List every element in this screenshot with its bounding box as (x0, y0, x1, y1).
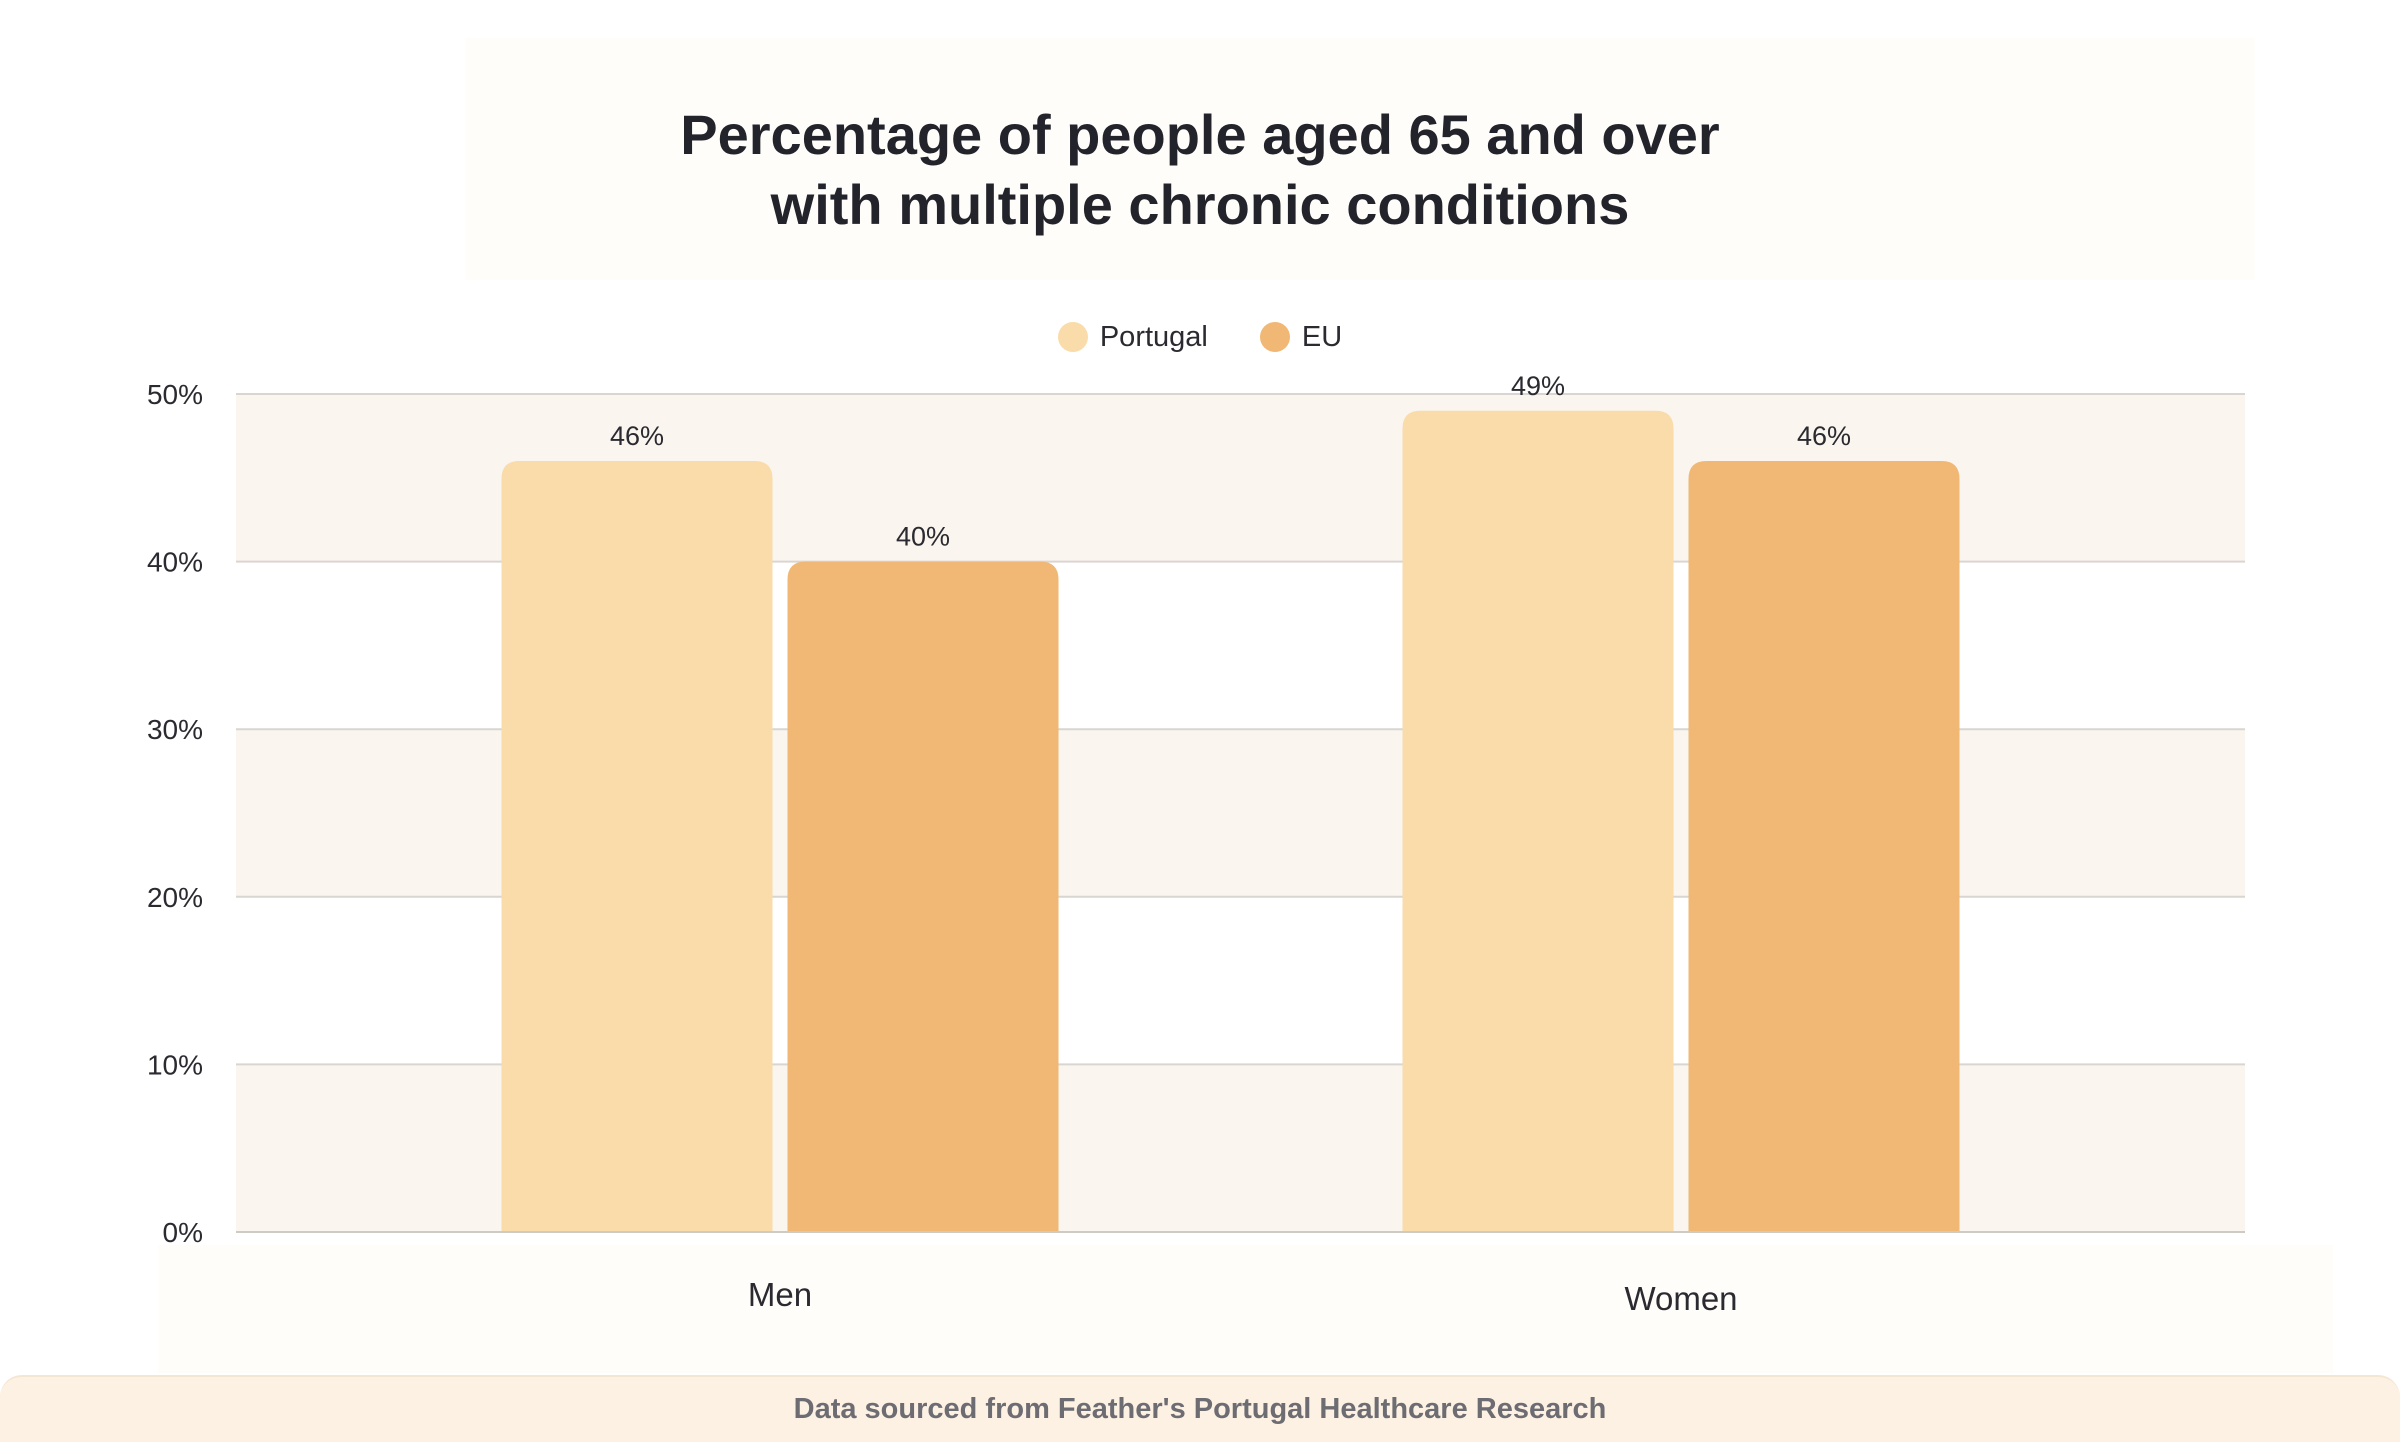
y-tick-label: 30% (147, 714, 203, 745)
title-panel (465, 38, 2255, 280)
bar-eu-men (787, 561, 1059, 1232)
source-text: Data sourced from Feather's Portugal Hea… (793, 1393, 1607, 1425)
y-tick-label: 50% (147, 379, 203, 410)
chart-title-line-2: with multiple chronic conditions (770, 173, 1630, 236)
source-footer: Data sourced from Feather's Portugal Hea… (0, 1375, 2400, 1442)
data-label: 46% (1797, 421, 1851, 451)
legend-item-portugal: Portugal (1057, 320, 1208, 354)
chart-title-line-1: Percentage of people aged 65 and over (680, 103, 1720, 166)
bar-eu-women (1688, 461, 1960, 1232)
legend-label-eu: EU (1301, 320, 1343, 353)
x-category-label: Women (1624, 1280, 1737, 1317)
y-tick-label: 40% (147, 547, 203, 578)
y-tick-label: 10% (147, 1049, 203, 1080)
x-category-label: Men (748, 1276, 812, 1313)
legend-swatch-eu (1259, 322, 1290, 352)
data-label: 46% (610, 421, 664, 451)
y-tick-label: 20% (147, 882, 203, 913)
chart-legend: Portugal EU (0, 315, 2400, 359)
axis-label-panel (158, 1245, 2333, 1373)
chart-title: Percentage of people aged 65 and over wi… (0, 100, 2400, 240)
y-tick-label: 0% (163, 1217, 203, 1248)
data-label: 40% (896, 522, 950, 552)
bar-portugal-men (501, 461, 773, 1232)
bar-portugal-women (1402, 410, 1674, 1232)
data-label: 49% (1511, 371, 1565, 401)
legend-swatch-portugal (1057, 322, 1088, 352)
legend-label-portugal: Portugal (1099, 320, 1208, 353)
legend-item-eu: EU (1259, 320, 1343, 354)
